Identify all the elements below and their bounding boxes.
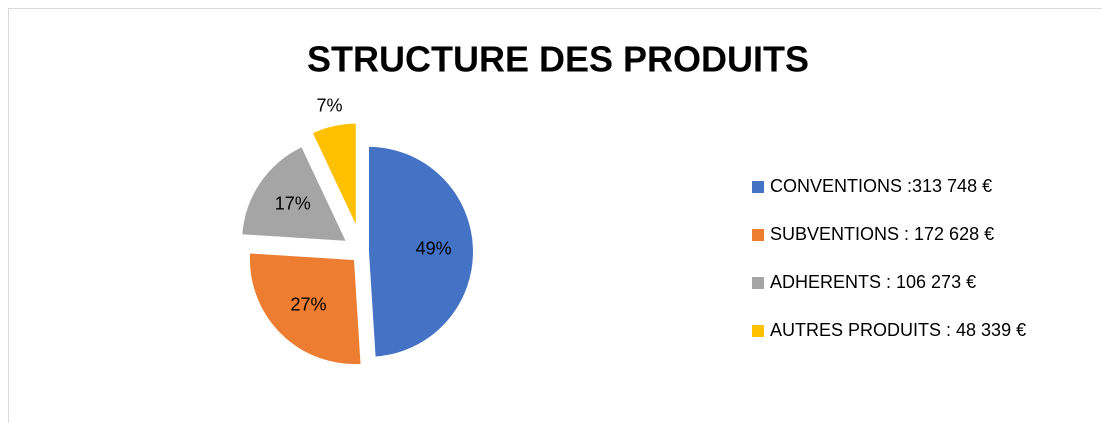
data-label: 7%: [316, 95, 342, 115]
pie-slice: [310, 121, 358, 230]
pie-slice: [366, 144, 475, 359]
pie-slice: [247, 251, 363, 367]
pie-slice: [240, 144, 349, 243]
legend-swatch: [752, 229, 764, 241]
legend-label: AUTRES PRODUITS : 48 339 €: [770, 320, 1026, 340]
legend-label: ADHERENTS : 106 273 €: [770, 272, 976, 292]
chart-title: STRUCTURE DES PRODUITS: [307, 39, 809, 80]
legend-swatch: [752, 277, 764, 289]
chart-frame: [8, 8, 1102, 423]
legend-swatch: [752, 181, 764, 193]
data-label: 27%: [290, 294, 326, 314]
legend-label: CONVENTIONS :313 748 €: [770, 176, 992, 196]
legend-swatch: [752, 325, 764, 337]
data-label: 49%: [416, 238, 452, 258]
data-label: 17%: [275, 194, 311, 214]
legend-label: SUBVENTIONS : 172 628 €: [770, 224, 994, 244]
